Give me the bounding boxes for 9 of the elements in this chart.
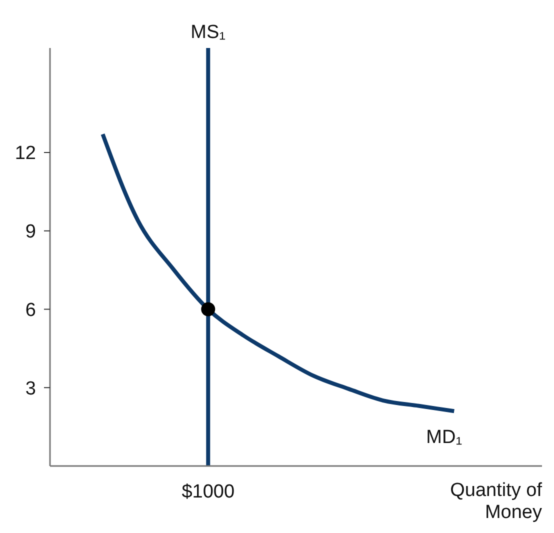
series-label: MD₁ bbox=[426, 427, 462, 448]
y-tick-label: 9 bbox=[25, 222, 36, 243]
line-series bbox=[100, 132, 456, 414]
ref-line-label: MS₁ bbox=[190, 22, 226, 43]
x-axis-title: Quantity of Money bbox=[450, 480, 543, 523]
y-tick-label: 12 bbox=[14, 143, 36, 164]
y-tick-label: 6 bbox=[25, 300, 36, 321]
y-tick-label: 3 bbox=[25, 378, 36, 400]
x-tick-label: $1000 bbox=[182, 481, 235, 502]
